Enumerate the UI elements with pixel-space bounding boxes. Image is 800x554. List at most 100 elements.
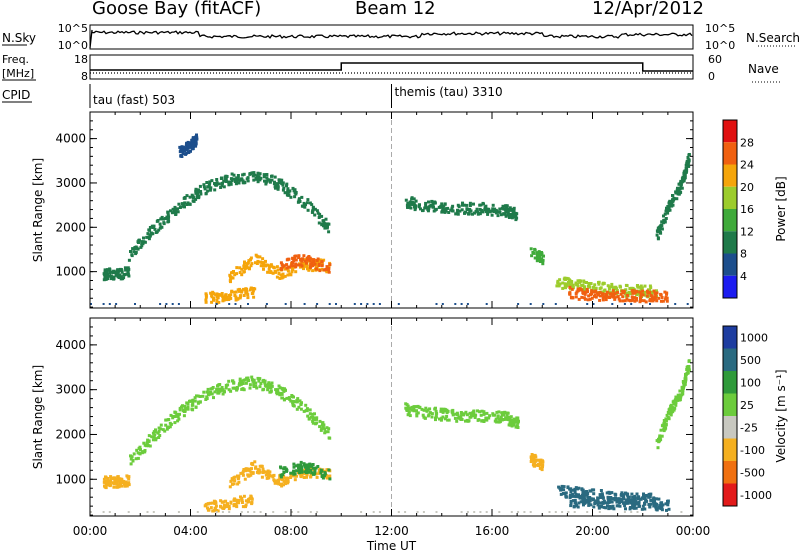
echo-point: [659, 224, 663, 228]
echo-point: [285, 193, 289, 197]
colorbar-tick-label: -1000: [740, 489, 772, 502]
echo-point: [291, 264, 295, 268]
echo-point: [256, 171, 260, 175]
echo-point: [314, 267, 318, 271]
echo-point: [424, 201, 428, 205]
echo-point: [287, 190, 291, 194]
echo-point: [134, 245, 138, 249]
echo-point: [194, 405, 198, 409]
colorbar-tick-label: 24: [740, 159, 754, 172]
echo-point: [303, 465, 307, 469]
echo-point: [577, 297, 581, 301]
echo-point: [225, 504, 229, 508]
strip-point: [630, 511, 633, 513]
echo-point: [476, 418, 480, 422]
echo-point: [658, 227, 662, 231]
echo-point: [311, 209, 315, 213]
echo-point: [284, 481, 287, 485]
echo-point: [258, 172, 262, 176]
echo-point: [258, 470, 262, 474]
echo-point: [310, 210, 314, 214]
echo-point: [295, 399, 299, 403]
echo-point: [286, 476, 290, 480]
freq-label-2: [MHz]: [2, 67, 34, 80]
echo-point: [220, 500, 224, 504]
echo-point: [588, 489, 592, 493]
echo-point: [313, 418, 317, 421]
echo-point: [576, 505, 580, 509]
near-range-strip: [90, 303, 689, 305]
echo-point: [142, 441, 146, 445]
echo-point: [644, 494, 648, 497]
echo-band-0: [102, 474, 131, 490]
echo-point: [275, 265, 279, 269]
echo-point: [648, 495, 652, 499]
echo-point: [598, 493, 602, 497]
echo-point: [600, 492, 604, 496]
strip-point: [177, 511, 180, 513]
echo-point: [307, 470, 311, 474]
echo-point: [266, 270, 270, 274]
echo-point: [530, 457, 533, 461]
echo-point: [232, 476, 236, 480]
echo-point: [245, 177, 249, 181]
echo-point: [427, 205, 431, 209]
echo-point: [585, 500, 589, 503]
echo-point: [269, 386, 273, 390]
strip-point: [115, 303, 118, 305]
echo-point: [229, 293, 233, 297]
echo-point: [308, 408, 312, 412]
colorbar-tick-label: -500: [740, 466, 765, 479]
echo-point: [664, 502, 668, 506]
echo-point: [283, 274, 287, 278]
echo-point: [613, 498, 617, 502]
echo-point: [508, 421, 512, 425]
echo-point: [465, 413, 469, 417]
nsky-tick-top: 10^5: [58, 22, 88, 35]
echo-point: [247, 499, 251, 503]
echo-point: [679, 184, 683, 188]
echo-point: [407, 411, 411, 415]
echo-point: [176, 210, 180, 214]
echo-point: [573, 498, 577, 502]
echo-point: [485, 411, 489, 415]
echo-point: [249, 494, 253, 498]
echo-point: [432, 205, 435, 209]
echo-point: [580, 295, 584, 299]
echo-point: [611, 497, 615, 501]
echo-point: [248, 383, 252, 387]
echo-point: [486, 210, 490, 213]
echo-point: [605, 491, 609, 495]
echo-point: [636, 497, 640, 500]
colorbar-tick-label: 500: [740, 354, 761, 367]
echo-point: [263, 379, 267, 383]
colorbar-tick-label: 28: [740, 136, 754, 149]
echo-point: [407, 204, 411, 208]
echo-point: [663, 212, 667, 216]
echo-point: [633, 299, 637, 303]
echo-point: [490, 213, 494, 217]
echo-point: [664, 217, 668, 220]
echo-point: [638, 504, 641, 508]
echo-point: [512, 423, 516, 427]
echo-point: [292, 188, 296, 192]
echo-point: [618, 299, 622, 303]
echo-point: [604, 295, 608, 299]
echo-point: [533, 459, 537, 463]
colorbar-tick-label: 20: [740, 181, 754, 194]
echo-point: [249, 264, 253, 268]
echo-point: [129, 462, 133, 466]
echo-point: [230, 172, 234, 176]
echo-point: [215, 178, 219, 181]
echo-point: [661, 299, 665, 303]
strip-point: [247, 303, 249, 305]
echo-point: [430, 415, 434, 419]
echo-point: [638, 300, 642, 304]
echo-point: [586, 492, 590, 495]
echo-point: [322, 268, 326, 272]
echo-point: [104, 475, 108, 479]
echo-point: [662, 221, 666, 225]
echo-point: [254, 466, 257, 470]
echo-point: [249, 256, 253, 260]
echo-point: [406, 409, 409, 412]
